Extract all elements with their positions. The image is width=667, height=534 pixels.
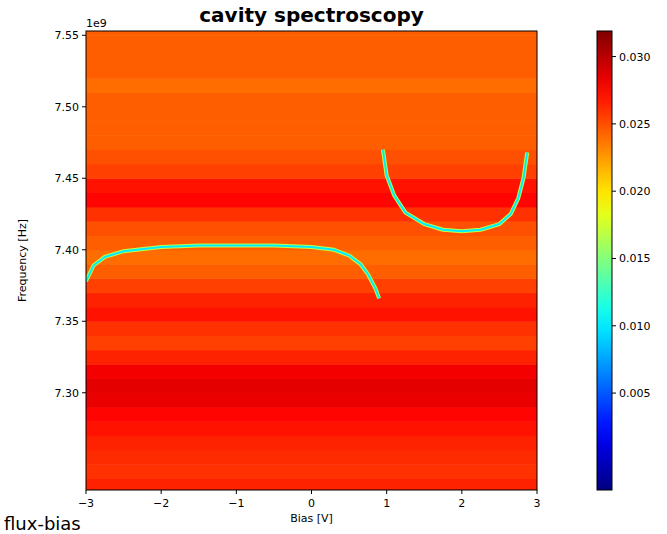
cell	[86, 121, 537, 136]
y-offset: 1e9	[86, 17, 107, 30]
colorbar-tick-label: 0.005	[619, 387, 651, 400]
cell	[86, 207, 537, 222]
x-tick	[386, 490, 387, 494]
colorbar-tick-label: 0.025	[619, 118, 651, 131]
cell	[86, 78, 537, 93]
colorbar-tick	[612, 56, 616, 57]
y-tick-label: 7.55	[55, 29, 80, 42]
resonance-halo	[86, 150, 527, 299]
x-tick-label: −2	[153, 497, 169, 510]
colorbar-tick	[612, 123, 616, 124]
y-tick	[82, 321, 86, 322]
cell	[86, 178, 537, 193]
cell	[86, 50, 537, 65]
x-tick	[537, 490, 538, 494]
cell	[86, 436, 537, 451]
y-tick	[82, 35, 86, 36]
x-tick-label: 0	[308, 497, 315, 510]
cell	[86, 107, 537, 122]
cell	[86, 378, 537, 393]
cell	[86, 64, 537, 79]
cell	[86, 164, 537, 179]
y-tick-label: 7.50	[55, 101, 80, 114]
x-tick-label: −3	[78, 497, 94, 510]
colorbar-tick	[612, 325, 616, 326]
chart: −3 −2 −1 0 1 2 3 7.30 7.35 7.40 7.45 7.50 7.55 cavity…	[0, 0, 667, 534]
cell	[86, 264, 537, 279]
colorbar-tick-label: 0.010	[619, 320, 651, 333]
cell	[86, 393, 537, 408]
x-tick-label: 3	[534, 497, 541, 510]
x-tick	[236, 490, 237, 494]
colorbar-tick-label: 0.020	[619, 185, 651, 198]
y-tick-label: 7.30	[55, 387, 80, 400]
cell	[86, 307, 537, 322]
cell	[86, 150, 537, 165]
x-tick	[161, 490, 162, 494]
colorbar	[597, 31, 612, 490]
x-tick-label: −1	[228, 497, 244, 510]
frame	[86, 31, 537, 490]
cell	[86, 135, 537, 150]
x-tick	[461, 490, 462, 494]
cell	[86, 321, 537, 336]
y-tick	[82, 106, 86, 107]
x-tick-label: 1	[383, 497, 390, 510]
caption: flux-bias	[4, 513, 81, 534]
colorbar-tick	[612, 393, 616, 394]
y-axis-title: Frequency [Hz]	[16, 219, 29, 302]
cell	[86, 221, 537, 236]
cell	[86, 193, 537, 208]
cell	[86, 364, 537, 379]
colorbar-tick	[612, 258, 616, 259]
cell	[86, 407, 537, 422]
y-tick-label: 7.45	[55, 172, 80, 185]
y-tick	[82, 249, 86, 250]
colorbar-tick-label: 0.015	[619, 252, 651, 265]
cell	[86, 293, 537, 308]
cell	[86, 479, 537, 490]
resonance-line	[86, 150, 527, 299]
x-tick	[311, 490, 312, 494]
y-tick	[82, 392, 86, 393]
cell	[86, 464, 537, 479]
cell	[86, 278, 537, 293]
x-tick	[86, 490, 87, 494]
cell	[86, 421, 537, 436]
x-tick-label: 2	[458, 497, 465, 510]
y-tick-label: 7.40	[55, 244, 80, 257]
y-tick	[82, 178, 86, 179]
y-tick-label: 7.35	[55, 315, 80, 328]
cell	[86, 31, 537, 36]
colorbar-tick-label: 0.030	[619, 51, 651, 64]
cell	[86, 450, 537, 465]
cell	[86, 35, 537, 50]
title: cavity spectroscopy	[199, 3, 423, 27]
cell	[86, 92, 537, 107]
cell	[86, 336, 537, 351]
x-axis-title: Bias [V]	[290, 512, 333, 525]
plot-area	[86, 31, 537, 490]
cell	[86, 250, 537, 265]
colorbar-tick	[612, 191, 616, 192]
cell	[86, 350, 537, 365]
